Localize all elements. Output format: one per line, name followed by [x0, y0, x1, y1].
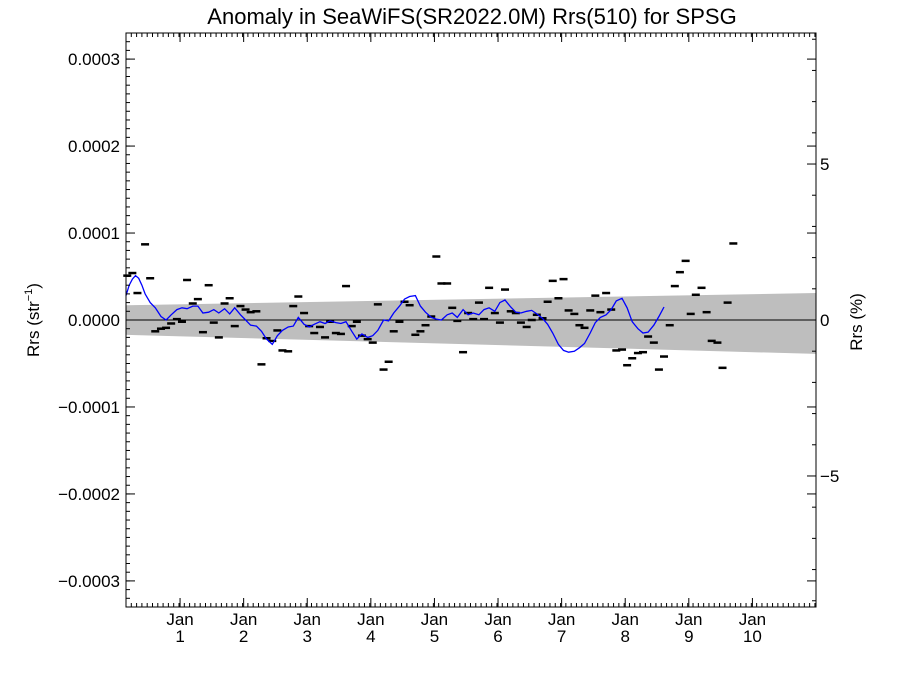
x-tick-label-month: Jan: [166, 610, 193, 629]
y-tick-label: 0.0002: [68, 137, 120, 156]
x-tick-label-year: 4: [366, 627, 375, 646]
left-y-axis: 0.0003 0.0002 0.0001 0.0000 −0.0001 −0.0002 −0…: [58, 41, 816, 608]
y-tick-label: −0.0003: [58, 572, 120, 591]
y2-axis-label: Rrs (%): [847, 293, 866, 351]
x-tick-label-month: Jan: [230, 610, 257, 629]
y2-tick-label: 5: [820, 155, 829, 174]
x-tick-label-year: 5: [430, 627, 439, 646]
x-tick-label-month: Jan: [421, 610, 448, 629]
uncertainty-band: [126, 293, 816, 354]
x-tick-label-year: 9: [684, 627, 693, 646]
running-mean-line: [125, 274, 665, 353]
plot-area: [123, 242, 816, 371]
x-tick-label-year: 7: [557, 627, 566, 646]
x-tick-label-year: 8: [620, 627, 629, 646]
y-tick-label: 0.0003: [68, 50, 120, 69]
right-y-axis: 5 0 −5: [807, 38, 839, 602]
x-tick-label-year: 3: [303, 627, 312, 646]
y-tick-label: 0.0000: [68, 311, 120, 330]
y-tick-label: −0.0001: [58, 398, 120, 417]
y-axis-label-superscript: −1: [23, 289, 35, 302]
x-tick-label-month: Jan: [484, 610, 511, 629]
y-axis-label-main: Rrs (str: [24, 301, 43, 357]
y2-tick-label: −5: [820, 467, 839, 486]
x-tick-label-year: 1: [175, 627, 184, 646]
y-axis-label-close: ): [24, 283, 43, 289]
x-tick-label-year: 6: [493, 627, 502, 646]
y-tick-label: 0.0001: [68, 224, 120, 243]
y-axis-label: Rrs (str−1): [23, 283, 43, 357]
x-axis: Jan1Jan2Jan3Jan4Jan5Jan6Jan7Jan8Jan9Jan1…: [125, 33, 816, 646]
y-tick-label: −0.0002: [58, 485, 120, 504]
x-tick-label-month: Jan: [612, 610, 639, 629]
x-tick-label-month: Jan: [739, 610, 766, 629]
x-tick-label-month: Jan: [357, 610, 384, 629]
x-tick-label-month: Jan: [294, 610, 321, 629]
chart-title: Anomaly in SeaWiFS(SR2022.0M) Rrs(510) f…: [207, 4, 736, 29]
x-tick-label-month: Jan: [548, 610, 575, 629]
x-tick-label-month: Jan: [675, 610, 702, 629]
y2-tick-label: 0: [820, 311, 829, 330]
x-tick-label-year: 10: [743, 627, 762, 646]
x-tick-label-year: 2: [239, 627, 248, 646]
